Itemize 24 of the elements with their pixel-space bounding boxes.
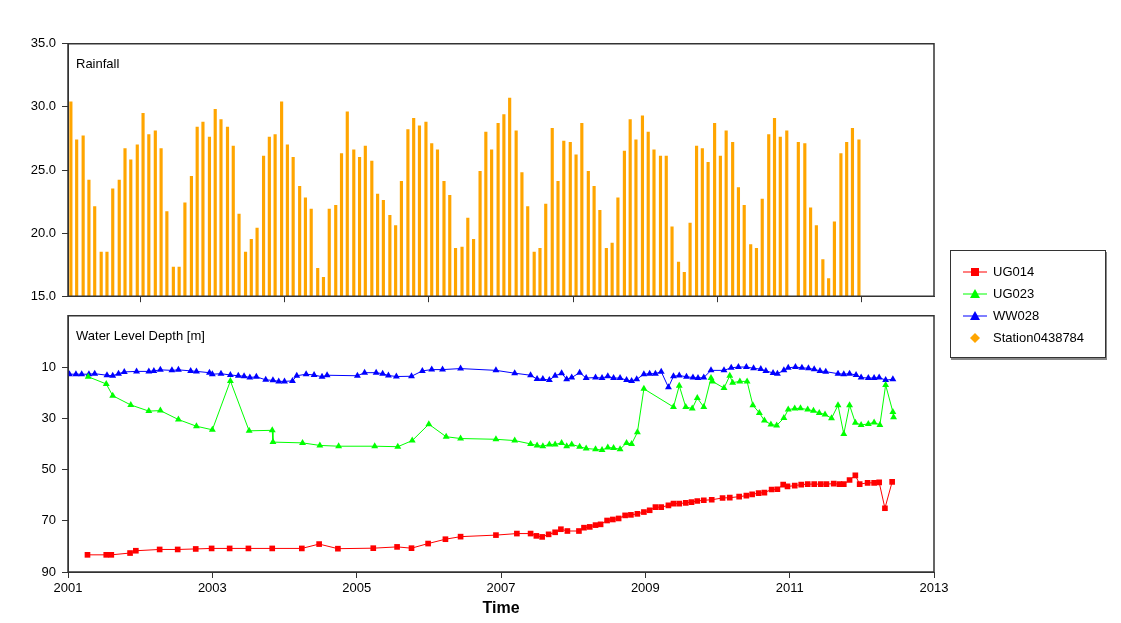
legend-label: UG023 [993,285,1035,303]
y-tick-label: 10 [41,358,56,374]
legend-label: WW028 [993,307,1040,325]
y-tick-label: 25.0 [30,161,56,177]
y-tick-label: 70 [41,512,56,528]
x-tick-label: 2003 [197,580,227,596]
y-tick-label: 20.0 [30,224,56,240]
y-tick-label: 15.0 [30,287,56,303]
x-tick-label: 2013 [919,580,949,596]
y-tick-label: 30 [41,409,56,425]
x-tick-label: 2007 [486,580,516,596]
legend-label: Station0438784 [993,329,1085,347]
y-tick-label: 90 [41,563,56,579]
y-tick-label: 35.0 [30,35,56,51]
x-tick-label: 2001 [53,580,83,596]
x-tick-label: 2009 [630,580,660,596]
text: Rainfall [76,55,120,71]
y-tick-label: 30.0 [30,98,56,114]
legend-label: UG014 [993,263,1035,281]
x-axis-title: Time [482,598,520,616]
text: Water Level Depth [m] [76,327,205,343]
x-tick-label: 2005 [342,580,372,596]
x-tick-label: 2011 [775,580,804,596]
y-tick-label: 50 [41,461,56,477]
